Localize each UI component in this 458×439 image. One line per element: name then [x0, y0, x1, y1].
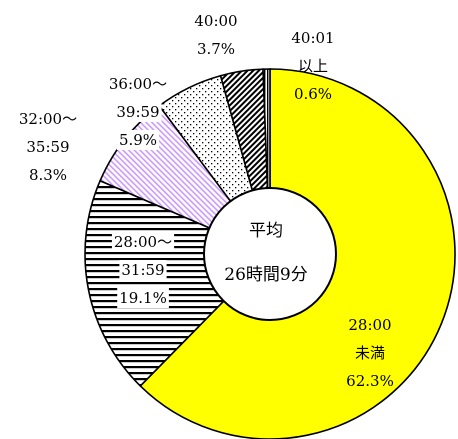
- slice-label-40-line2: 3.7%: [197, 40, 235, 58]
- label-background: [117, 288, 169, 308]
- label-background: [192, 11, 240, 31]
- slice-label-28_31-line3: 19.1%: [119, 289, 167, 307]
- label-background: [194, 39, 237, 59]
- slice-label-gt40-line1: 40:01: [291, 29, 334, 47]
- slice-label-28_31-line1: 28:00～: [114, 233, 172, 251]
- label-background: [116, 130, 159, 150]
- label-background: [26, 165, 69, 185]
- labels-group: 28:00 未満 62.3% 28:00～ 31:59 19.1% 32:00～ 35:59 8…: [16, 11, 394, 390]
- label-background: [119, 260, 167, 280]
- slice-label-36_39-line3: 5.9%: [119, 131, 157, 149]
- slice-label-lt28-line2: 未満: [355, 344, 385, 362]
- label-background: [16, 109, 80, 129]
- center-label-line2: 26時間9分: [224, 265, 307, 285]
- slice-label-28_31-line2: 31:59: [121, 261, 164, 279]
- slice-label-lt28-line3: 62.3%: [346, 372, 394, 390]
- label-background: [111, 232, 175, 252]
- donut-hole: [203, 187, 337, 321]
- center-label-line1: 平均: [249, 221, 283, 241]
- label-background: [114, 102, 162, 122]
- slice-label-lt28-line1: 28:00: [348, 316, 391, 334]
- slice-label-32_35-line1: 32:00～: [19, 110, 77, 128]
- slice-label-32_35-line2: 35:59: [26, 138, 69, 156]
- slice-label-36_39-line2: 39:59: [116, 103, 159, 121]
- label-background: [106, 74, 170, 94]
- slice-label-gt40-line2: 以上: [298, 57, 328, 75]
- slice-label-gt40-line3: 0.6%: [294, 85, 332, 103]
- slice-label-40-line1: 40:00: [194, 12, 237, 30]
- label-background: [24, 137, 72, 157]
- slice-label-32_35-line3: 8.3%: [29, 166, 67, 184]
- slice-label-36_39-line1: 36:00～: [109, 75, 167, 93]
